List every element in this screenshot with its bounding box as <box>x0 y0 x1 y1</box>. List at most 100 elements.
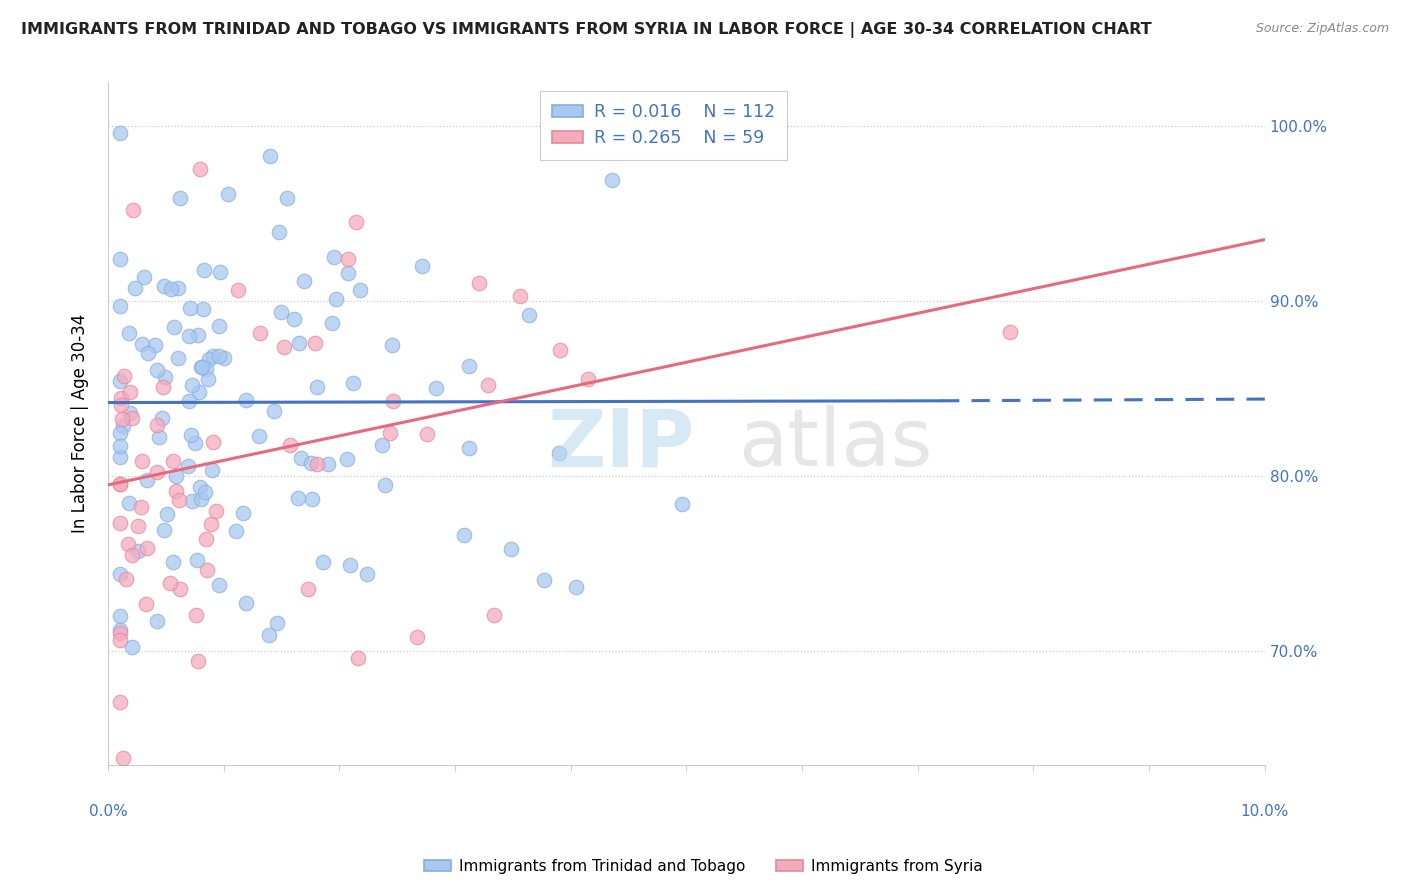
Legend: Immigrants from Trinidad and Tobago, Immigrants from Syria: Immigrants from Trinidad and Tobago, Imm… <box>418 853 988 880</box>
Point <box>346 651 368 665</box>
Point <box>565 580 588 594</box>
Point <box>287 491 309 506</box>
Point <box>208 350 231 364</box>
Point <box>111 412 134 426</box>
Text: IMMIGRANTS FROM TRINIDAD AND TOBAGO VS IMMIGRANTS FROM SYRIA IN LABOR FORCE | AG: IMMIGRANTS FROM TRINIDAD AND TOBAGO VS I… <box>21 22 1152 38</box>
Point <box>458 359 481 373</box>
Point <box>166 351 188 365</box>
Point <box>290 451 312 466</box>
Point <box>232 506 254 520</box>
Point <box>153 370 176 384</box>
Point <box>108 516 131 530</box>
Point <box>108 299 131 313</box>
Point <box>194 361 217 376</box>
Point <box>548 446 571 460</box>
Point <box>180 493 202 508</box>
Point <box>108 126 131 140</box>
Point <box>356 566 378 581</box>
Point <box>204 504 226 518</box>
Point <box>374 478 396 492</box>
Point <box>301 492 323 507</box>
Point <box>217 187 239 202</box>
Point <box>382 394 405 409</box>
Point <box>108 632 131 647</box>
Point <box>121 640 143 654</box>
Point <box>509 289 531 303</box>
Point <box>276 191 298 205</box>
Point <box>135 597 157 611</box>
Text: ZIP: ZIP <box>547 405 695 483</box>
Point <box>143 337 166 351</box>
Point <box>177 328 200 343</box>
Point <box>208 319 231 334</box>
Point <box>190 161 212 176</box>
Point <box>114 573 136 587</box>
Point <box>108 252 131 266</box>
Point <box>169 582 191 596</box>
Point <box>146 418 169 433</box>
Point <box>121 548 143 562</box>
Point <box>120 384 142 399</box>
Point <box>457 442 479 456</box>
Point <box>122 202 145 217</box>
Point <box>150 411 173 425</box>
Point <box>187 654 209 668</box>
Point <box>184 607 207 622</box>
Point <box>228 284 250 298</box>
Point <box>548 343 571 357</box>
Point <box>152 380 174 394</box>
Point <box>247 428 270 442</box>
Point <box>145 363 167 377</box>
Point <box>416 427 439 442</box>
Point <box>108 476 131 491</box>
Point <box>225 524 247 538</box>
Point <box>108 426 131 441</box>
Point <box>499 541 522 556</box>
Point <box>477 378 499 392</box>
Point <box>108 695 131 709</box>
Point <box>337 252 360 266</box>
Text: 10.0%: 10.0% <box>1240 804 1289 819</box>
Point <box>163 319 186 334</box>
Point <box>166 469 188 483</box>
Point <box>131 454 153 468</box>
Point <box>273 340 295 354</box>
Point <box>190 492 212 507</box>
Point <box>180 428 202 442</box>
Point <box>190 359 212 374</box>
Point <box>304 335 326 350</box>
Point <box>305 379 328 393</box>
Point <box>184 436 207 450</box>
Point <box>186 553 208 567</box>
Point <box>108 626 131 640</box>
Point <box>283 312 305 326</box>
Point <box>162 555 184 569</box>
Point <box>132 269 155 284</box>
Point <box>127 543 149 558</box>
Point <box>267 225 290 239</box>
Point <box>299 457 322 471</box>
Point <box>484 607 506 622</box>
Point <box>257 628 280 642</box>
Point <box>179 301 201 316</box>
Point <box>167 493 190 508</box>
Point <box>110 391 132 405</box>
Point <box>381 338 404 352</box>
Point <box>118 496 141 510</box>
Point <box>297 582 319 597</box>
Point <box>197 372 219 386</box>
Point <box>190 359 212 374</box>
Point <box>292 274 315 288</box>
Point <box>111 418 134 433</box>
Point <box>136 346 159 360</box>
Point <box>131 337 153 351</box>
Text: Source: ZipAtlas.com: Source: ZipAtlas.com <box>1256 22 1389 36</box>
Point <box>316 457 339 471</box>
Point <box>517 308 540 322</box>
Point <box>349 283 371 297</box>
Legend: R = 0.016    N = 112, R = 0.265    N = 59: R = 0.016 N = 112, R = 0.265 N = 59 <box>540 91 787 160</box>
Point <box>263 404 285 418</box>
Y-axis label: In Labor Force | Age 30-34: In Labor Force | Age 30-34 <box>72 314 89 533</box>
Point <box>671 497 693 511</box>
Point <box>108 567 131 582</box>
